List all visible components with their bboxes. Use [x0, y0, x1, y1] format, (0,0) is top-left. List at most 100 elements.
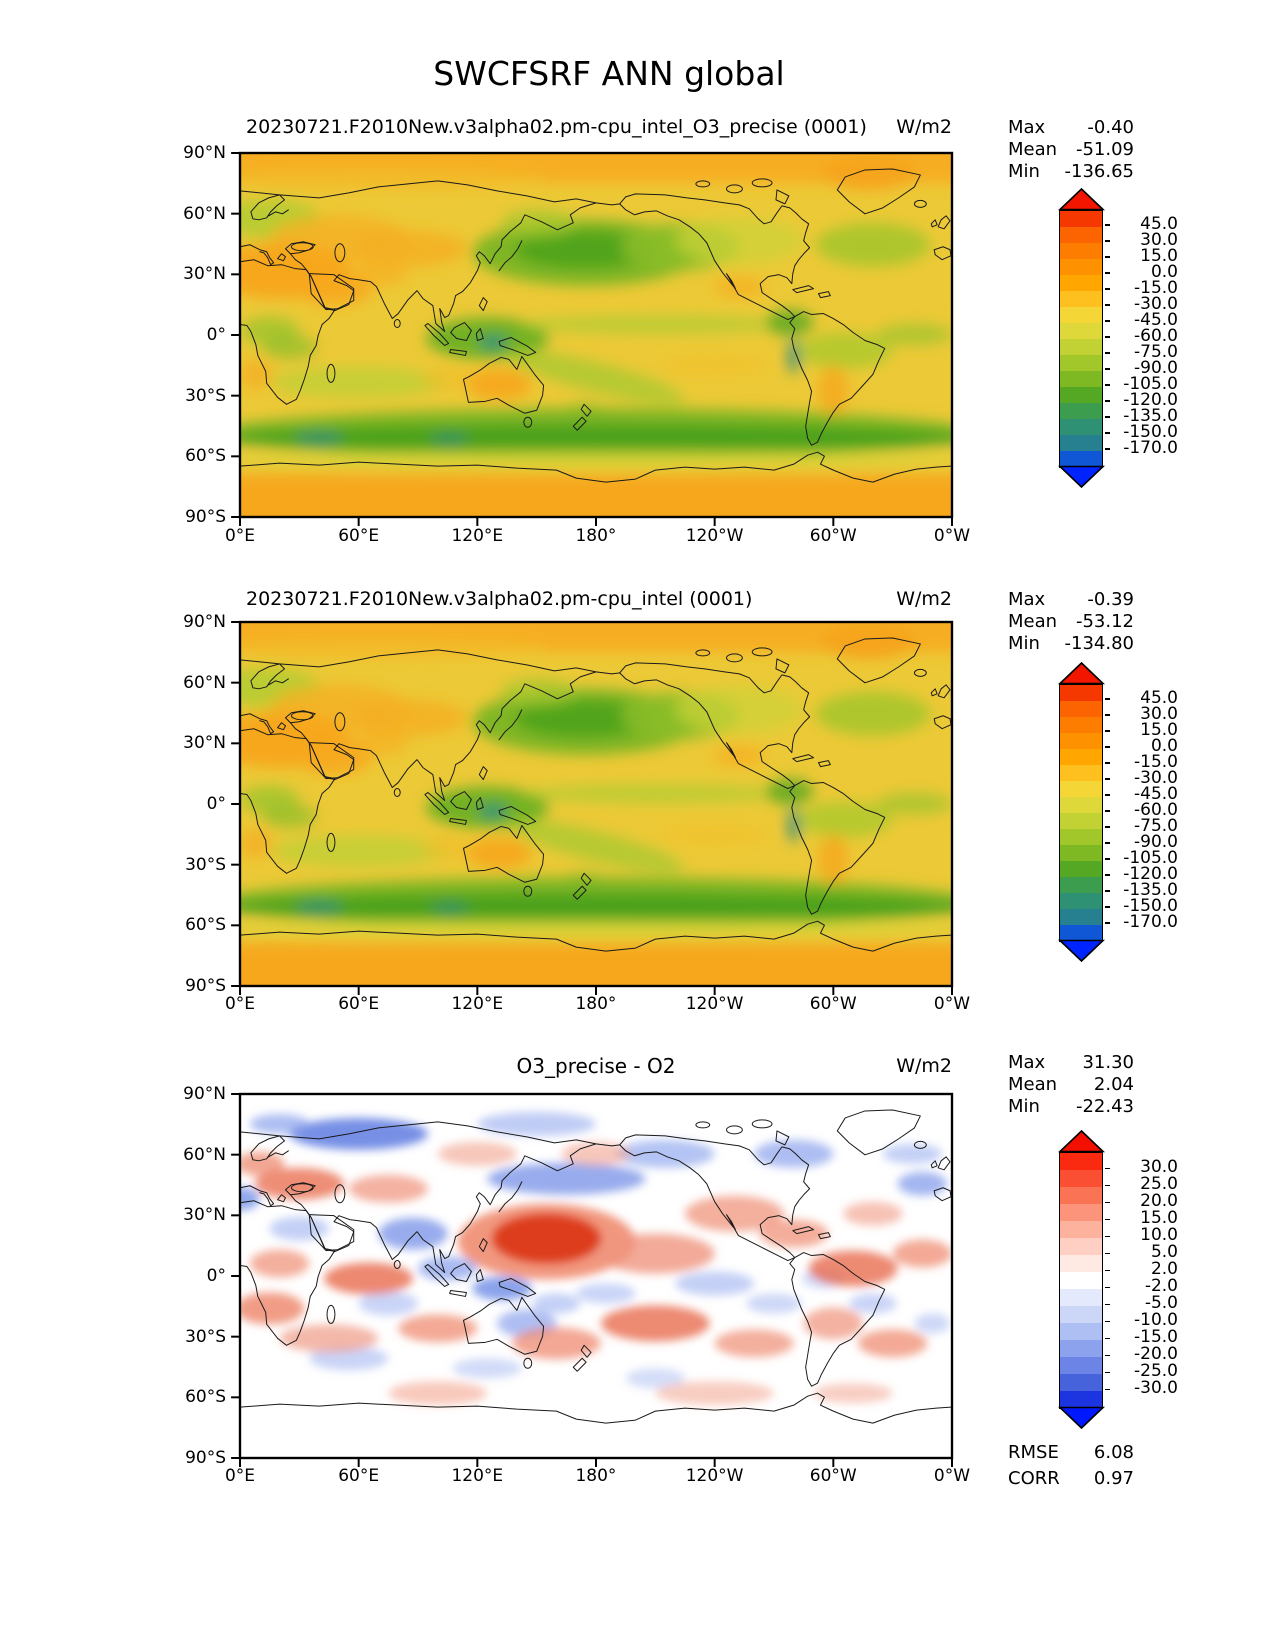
- stat-value: -51.09: [1075, 139, 1134, 160]
- colorbar-tick-label: -120.0: [1105, 866, 1178, 883]
- lon-tick-label: 60°E: [338, 994, 380, 1014]
- lon-tick-label: 0°E: [224, 1466, 256, 1486]
- figure-title: SWCFSRF ANN global: [433, 54, 785, 93]
- colorbar-band: [1060, 355, 1102, 371]
- lat-tick-label: 90°N: [183, 612, 226, 632]
- colorbar-band: [1060, 1323, 1102, 1340]
- stat-label: Max: [1008, 589, 1046, 610]
- lat-tick-label: 60°S: [185, 1387, 226, 1408]
- stat-value: -22.43: [1075, 1096, 1134, 1117]
- stat-label: Mean: [1008, 1074, 1058, 1095]
- lat-tick-label: 0°: [206, 1265, 226, 1286]
- colorbar-band: [1060, 829, 1102, 845]
- stat-row-min: Min -136.65: [1008, 161, 1134, 183]
- colorbar-band: [1060, 749, 1102, 765]
- colorbar-band: [1060, 717, 1102, 733]
- colorbar-tick-label: -2.0: [1105, 1278, 1178, 1295]
- panel3-map: [229, 1092, 954, 1469]
- lon-tick-label: 60°W: [809, 1466, 857, 1486]
- stat-value: 6.08: [1093, 1442, 1134, 1463]
- lon-tick-label: 120°W: [685, 526, 744, 546]
- colorbar3-arrow-bottom-icon: [1058, 1406, 1105, 1430]
- colorbar-tick-label: 15.0: [1105, 1210, 1178, 1227]
- stat-label: Mean: [1008, 139, 1058, 160]
- stat-value: -0.40: [1087, 117, 1134, 138]
- colorbar-tick-label: -15.0: [1105, 754, 1178, 771]
- colorbar-band: [1060, 339, 1102, 355]
- stat-row-mean: Mean -53.12: [1008, 611, 1134, 633]
- stat-label: Max: [1008, 1052, 1046, 1073]
- colorbar-tick-label: -120.0: [1105, 392, 1178, 409]
- colorbar-band: [1060, 419, 1102, 435]
- stat-value: 2.04: [1093, 1074, 1134, 1095]
- colorbar-band: [1060, 291, 1102, 307]
- stat-value: -134.80: [1064, 633, 1134, 654]
- stat-label: Min: [1008, 161, 1040, 182]
- panel3-title: O3_precise - O2: [516, 1054, 676, 1078]
- lat-tick-label: 90°S: [185, 975, 226, 996]
- colorbar-tick-label: -60.0: [1105, 328, 1178, 345]
- stat-row-min: Min -134.80: [1008, 633, 1134, 655]
- lon-tick-label: 120°E: [451, 526, 504, 546]
- colorbar-band: [1060, 1255, 1102, 1272]
- colorbar-band: [1060, 1238, 1102, 1255]
- lon-tick-label: 0°W: [933, 994, 970, 1014]
- colorbar-tick-label: -15.0: [1105, 1329, 1178, 1346]
- lon-tick-label: 60°E: [338, 1466, 380, 1486]
- panel3-lat-axis: 90°N 60°N 30°N 0° 30°S 60°S 90°S: [150, 1084, 226, 1468]
- panel3-unit-label: W/m2: [896, 1055, 952, 1077]
- stat-value: 0.97: [1093, 1468, 1134, 1489]
- lat-tick-label: 90°N: [183, 1084, 226, 1104]
- colorbar-band: [1060, 403, 1102, 419]
- stat-row-corr: CORR 0.97: [1008, 1466, 1134, 1492]
- colorbar-tick-label: -150.0: [1105, 898, 1178, 915]
- colorbar-tick-label: -90.0: [1105, 360, 1178, 377]
- panel2-unit-label: W/m2: [896, 588, 952, 610]
- lon-tick-label: 0°W: [933, 1466, 970, 1486]
- colorbar-band: [1060, 797, 1102, 813]
- colorbar-tick-label: -45.0: [1105, 786, 1178, 803]
- stat-label: CORR: [1008, 1468, 1060, 1489]
- colorbar-band: [1060, 227, 1102, 243]
- stat-value: -53.12: [1075, 611, 1134, 632]
- colorbar-tick-label: -135.0: [1105, 408, 1178, 425]
- lon-tick-label: 60°E: [338, 526, 380, 546]
- colorbar-tick-label: -30.0: [1105, 296, 1178, 313]
- colorbar1-arrow-top-icon: [1058, 187, 1105, 211]
- colorbar-band: [1060, 1391, 1102, 1408]
- stat-row-mean: Mean -51.09: [1008, 139, 1134, 161]
- colorbar-tick-label: -135.0: [1105, 882, 1178, 899]
- colorbar-band: [1060, 1357, 1102, 1374]
- panel1-lat-axis: 90°N 60°N 30°N 0° 30°S 60°S 90°S: [150, 143, 226, 527]
- panel3-lon-axis: 0°E 60°E 120°E 180° 120°W 60°W 0°W: [208, 1466, 984, 1486]
- colorbar-band: [1060, 925, 1102, 941]
- stat-label: Min: [1008, 1096, 1040, 1117]
- colorbar-band: [1060, 1374, 1102, 1391]
- colorbar-tick-label: -30.0: [1105, 770, 1178, 787]
- colorbar-tick-label: -75.0: [1105, 818, 1178, 835]
- panel1-lon-axis: 0°E 60°E 120°E 180° 120°W 60°W 0°W: [208, 526, 984, 546]
- colorbar2-arrow-top-icon: [1058, 661, 1105, 685]
- colorbar-band: [1060, 1153, 1102, 1170]
- panel3-stats: Max 31.30 Mean 2.04 Min -22.43: [1008, 1052, 1134, 1118]
- stat-row-max: Max -0.39: [1008, 589, 1134, 611]
- colorbar-tick-label: 15.0: [1105, 722, 1178, 739]
- lon-tick-label: 60°W: [809, 994, 857, 1014]
- panel3-colorbar: [1059, 1152, 1103, 1409]
- panel1-colorbar-labels: 45.0 30.0 15.0 0.0 -15.0 -30.0 -45.0 -60.0 -75.0…: [1105, 216, 1178, 457]
- colorbar-tick-label: -170.0: [1105, 914, 1178, 931]
- colorbar-band: [1060, 845, 1102, 861]
- colorbar-tick-label: -15.0: [1105, 280, 1178, 297]
- colorbar-tick-label: 10.0: [1105, 1227, 1178, 1244]
- colorbar-tick-label: -45.0: [1105, 312, 1178, 329]
- colorbar-band: [1060, 435, 1102, 451]
- colorbar-band: [1060, 1272, 1102, 1289]
- colorbar-band: [1060, 243, 1102, 259]
- panel1-run-title: 20230721.F2010New.v3alpha02.pm-cpu_intel…: [246, 116, 867, 138]
- lon-tick-label: 120°E: [451, 994, 504, 1014]
- lon-tick-label: 60°W: [809, 526, 857, 546]
- lon-tick-label: 0°W: [933, 526, 970, 546]
- colorbar-tick-label: 2.0: [1105, 1261, 1178, 1278]
- colorbar-band: [1060, 1170, 1102, 1187]
- colorbar3-arrow-top-icon: [1058, 1129, 1105, 1153]
